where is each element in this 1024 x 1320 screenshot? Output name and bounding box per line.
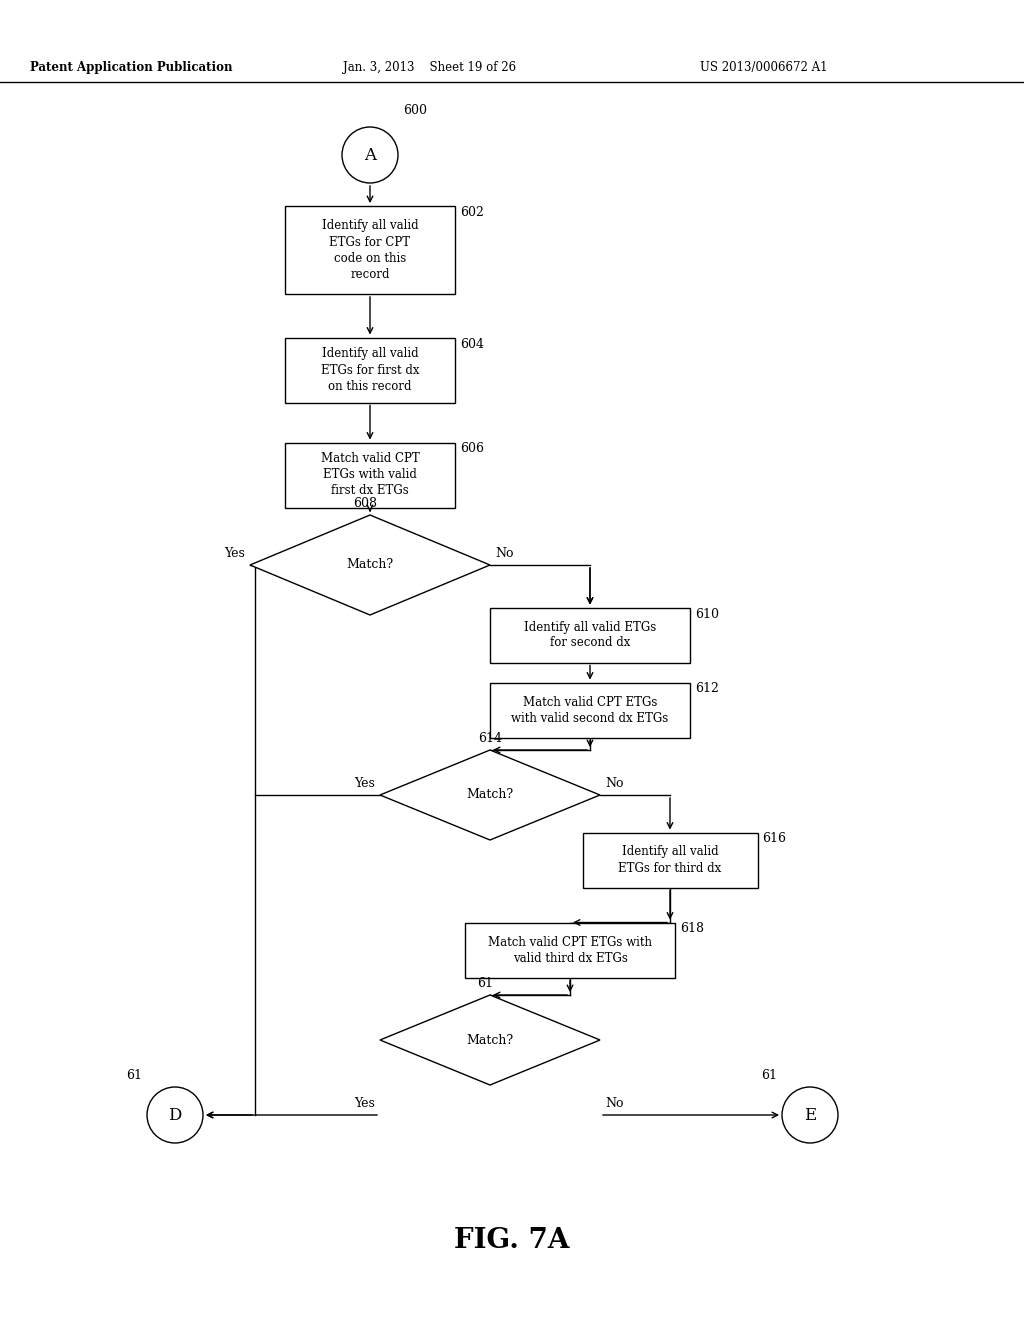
Bar — [490, 682, 690, 738]
Text: 604: 604 — [460, 338, 484, 351]
Text: 61: 61 — [126, 1069, 142, 1082]
Bar — [465, 923, 675, 978]
Text: 610: 610 — [695, 607, 719, 620]
Text: Yes: Yes — [224, 546, 245, 560]
Text: No: No — [605, 777, 624, 789]
Polygon shape — [380, 750, 600, 840]
Text: 61: 61 — [761, 1069, 777, 1082]
Text: 600: 600 — [403, 104, 427, 117]
Text: 614: 614 — [478, 733, 502, 744]
Circle shape — [342, 127, 398, 183]
Text: E: E — [804, 1106, 816, 1123]
Circle shape — [782, 1086, 838, 1143]
Text: Match?: Match? — [467, 1034, 514, 1047]
Bar — [285, 338, 455, 403]
Text: Match valid CPT ETGs with
valid third dx ETGs: Match valid CPT ETGs with valid third dx… — [488, 936, 652, 965]
Text: D: D — [168, 1106, 181, 1123]
Text: Identify all valid
ETGs for first dx
on this record: Identify all valid ETGs for first dx on … — [321, 347, 419, 392]
Text: Identify all valid ETGs
for second dx: Identify all valid ETGs for second dx — [524, 620, 656, 649]
Text: 61: 61 — [477, 977, 493, 990]
Text: 618: 618 — [680, 923, 705, 936]
Text: 602: 602 — [460, 206, 484, 219]
Text: Yes: Yes — [354, 1097, 375, 1110]
Circle shape — [147, 1086, 203, 1143]
Bar — [490, 607, 690, 663]
Bar — [583, 833, 758, 887]
Polygon shape — [250, 515, 490, 615]
Text: Yes: Yes — [354, 777, 375, 789]
Text: US 2013/0006672 A1: US 2013/0006672 A1 — [700, 62, 827, 74]
Text: Jan. 3, 2013    Sheet 19 of 26: Jan. 3, 2013 Sheet 19 of 26 — [343, 62, 516, 74]
Text: A: A — [364, 147, 376, 164]
Text: Identify all valid
ETGs for third dx: Identify all valid ETGs for third dx — [618, 846, 722, 874]
Text: 606: 606 — [460, 442, 484, 455]
Bar — [285, 442, 455, 507]
Text: Match?: Match? — [346, 558, 393, 572]
Text: 608: 608 — [353, 498, 377, 510]
Text: No: No — [605, 1097, 624, 1110]
Polygon shape — [380, 995, 600, 1085]
Text: Match valid CPT
ETGs with valid
first dx ETGs: Match valid CPT ETGs with valid first dx… — [321, 453, 420, 498]
Text: Match?: Match? — [467, 788, 514, 801]
Text: Patent Application Publication: Patent Application Publication — [30, 62, 232, 74]
Text: Match valid CPT ETGs
with valid second dx ETGs: Match valid CPT ETGs with valid second d… — [511, 696, 669, 725]
Text: FIG. 7A: FIG. 7A — [455, 1226, 569, 1254]
Text: Identify all valid
ETGs for CPT
code on this
record: Identify all valid ETGs for CPT code on … — [322, 219, 419, 281]
Bar — [285, 206, 455, 294]
Text: No: No — [495, 546, 513, 560]
Text: 616: 616 — [763, 833, 786, 846]
Text: 612: 612 — [695, 682, 719, 696]
